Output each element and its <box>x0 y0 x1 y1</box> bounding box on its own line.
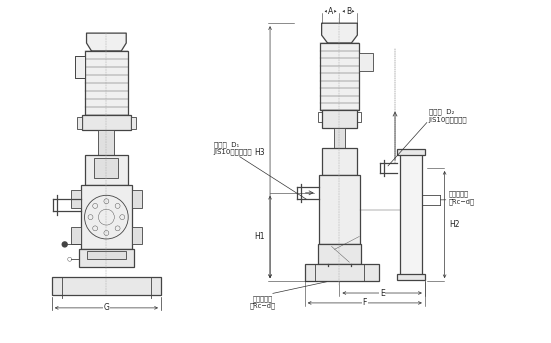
Text: 冷却水入口
（Rc−d）: 冷却水入口 （Rc−d） <box>250 295 276 309</box>
Bar <box>77 117 82 129</box>
Bar <box>318 113 322 122</box>
Bar <box>333 128 345 148</box>
Circle shape <box>62 242 67 247</box>
Bar <box>397 274 425 280</box>
Bar <box>99 130 114 155</box>
Bar <box>52 277 161 295</box>
Bar <box>320 43 359 110</box>
Bar <box>71 226 80 245</box>
Text: H1: H1 <box>255 233 265 241</box>
Bar <box>132 226 142 245</box>
Bar <box>74 56 84 78</box>
Text: E: E <box>380 288 385 297</box>
Bar <box>80 185 132 249</box>
Polygon shape <box>87 33 126 51</box>
Bar <box>79 249 134 267</box>
Bar <box>84 51 128 116</box>
Bar <box>131 117 136 129</box>
Bar <box>322 148 358 175</box>
Bar <box>358 113 361 122</box>
Bar <box>84 155 128 185</box>
Text: G: G <box>104 304 109 312</box>
Bar <box>132 190 142 208</box>
Text: B: B <box>346 7 351 16</box>
Polygon shape <box>322 23 358 43</box>
Bar <box>318 175 360 245</box>
Text: H3: H3 <box>255 147 265 157</box>
Text: 冷却水出口
（Rc−d）: 冷却水出口 （Rc−d） <box>449 191 474 205</box>
Bar <box>305 264 379 281</box>
Text: A: A <box>328 7 333 16</box>
Bar <box>397 149 425 155</box>
Text: 吐出口  D₂
JIS10・フランジ: 吐出口 D₂ JIS10・フランジ <box>429 108 467 122</box>
Text: H2: H2 <box>450 220 460 229</box>
Bar <box>322 110 358 128</box>
Bar <box>74 56 84 78</box>
Bar <box>87 251 126 259</box>
Bar <box>400 153 422 276</box>
Bar <box>359 53 373 71</box>
Bar <box>71 190 80 208</box>
Text: 吸気口  D₁
JIS10・フランジ: 吸気口 D₁ JIS10・フランジ <box>213 141 252 155</box>
Bar <box>94 158 118 178</box>
Bar <box>318 245 361 264</box>
Bar <box>82 116 131 130</box>
Text: F: F <box>363 298 367 307</box>
